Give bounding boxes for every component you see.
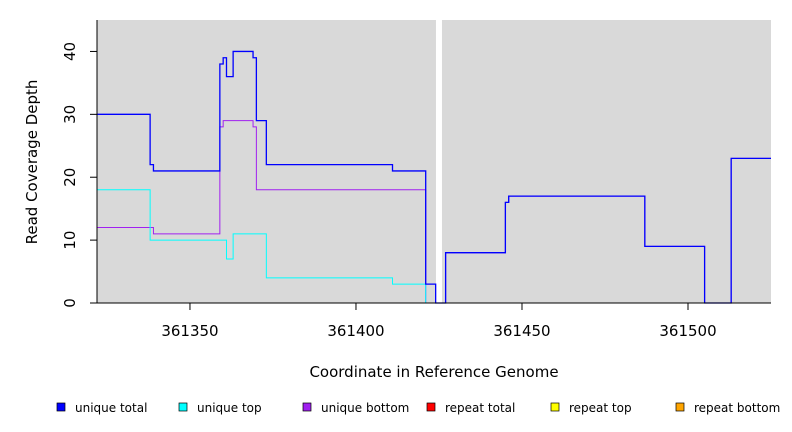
- plot-background: [97, 20, 771, 303]
- series-line-unique-top: [97, 189, 771, 304]
- x-tick-label: 361400: [327, 322, 384, 340]
- y-tick-label: 40: [61, 42, 79, 61]
- legend-item-repeat-top: repeat top: [550, 401, 632, 415]
- legend-label: unique top: [197, 401, 262, 415]
- legend-item-unique-bottom: unique bottom: [302, 401, 409, 415]
- legend-swatch: [56, 402, 66, 412]
- legend-item-repeat-total: repeat total: [426, 401, 515, 415]
- legend-label: repeat total: [445, 401, 515, 415]
- legend-swatch: [675, 402, 685, 412]
- legend-label: repeat top: [569, 401, 632, 415]
- y-tick-label: 10: [61, 231, 79, 250]
- legend-item-unique-total: unique total: [56, 401, 147, 415]
- coverage-gap: [435, 20, 442, 303]
- legend-swatch: [426, 402, 436, 412]
- x-tick-label: 361500: [659, 322, 716, 340]
- legend-item-unique-top: unique top: [178, 401, 262, 415]
- legend-swatch: [550, 402, 560, 412]
- legend-label: unique bottom: [321, 401, 409, 415]
- x-tick-label: 361450: [493, 322, 550, 340]
- legend-swatch: [302, 402, 312, 412]
- legend-swatch: [178, 402, 188, 412]
- y-tick-label: 0: [61, 298, 79, 308]
- x-tick-label: 361350: [161, 322, 218, 340]
- series-line-unique-total: [97, 50, 771, 304]
- x-axis-title: Coordinate in Reference Genome: [309, 363, 558, 381]
- legend-item-repeat-bottom: repeat bottom: [675, 401, 780, 415]
- legend-label: unique total: [75, 401, 147, 415]
- y-tick-label: 30: [61, 105, 79, 124]
- y-axis-title: Read Coverage Depth: [23, 80, 41, 245]
- y-tick-label: 20: [61, 168, 79, 187]
- legend-label: repeat bottom: [694, 401, 780, 415]
